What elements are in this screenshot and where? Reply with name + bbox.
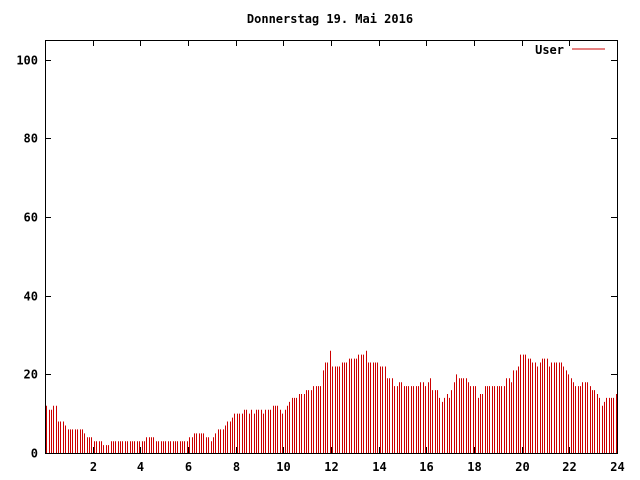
x-tick-label: 6 — [185, 460, 192, 474]
x-tick-label: 20 — [515, 460, 529, 474]
chart-title: Donnerstag 19. Mai 2016 — [247, 12, 413, 26]
legend: User — [535, 43, 605, 57]
x-tick-label: 16 — [419, 460, 433, 474]
plot-frame — [45, 40, 618, 454]
x-tick-label: 8 — [233, 460, 240, 474]
y-tick-label: 60 — [24, 211, 38, 225]
y-tick-label: 100 — [16, 54, 38, 68]
y-tick-label: 80 — [24, 132, 38, 146]
x-tick-label: 12 — [324, 460, 338, 474]
x-tick-label: 2 — [90, 460, 97, 474]
x-tick-label: 24 — [610, 460, 624, 474]
x-tick-label: 22 — [562, 460, 576, 474]
bars-layer — [46, 350, 617, 453]
x-tick-label: 14 — [372, 460, 386, 474]
x-tick-label: 18 — [467, 460, 481, 474]
y-tick-label: 40 — [24, 290, 38, 304]
y-tick-label: 0 — [31, 447, 38, 461]
y-tick-label: 20 — [24, 368, 38, 382]
legend-label-user: User — [535, 43, 564, 57]
x-tick-label: 10 — [276, 460, 290, 474]
x-tick-label: 4 — [137, 460, 144, 474]
